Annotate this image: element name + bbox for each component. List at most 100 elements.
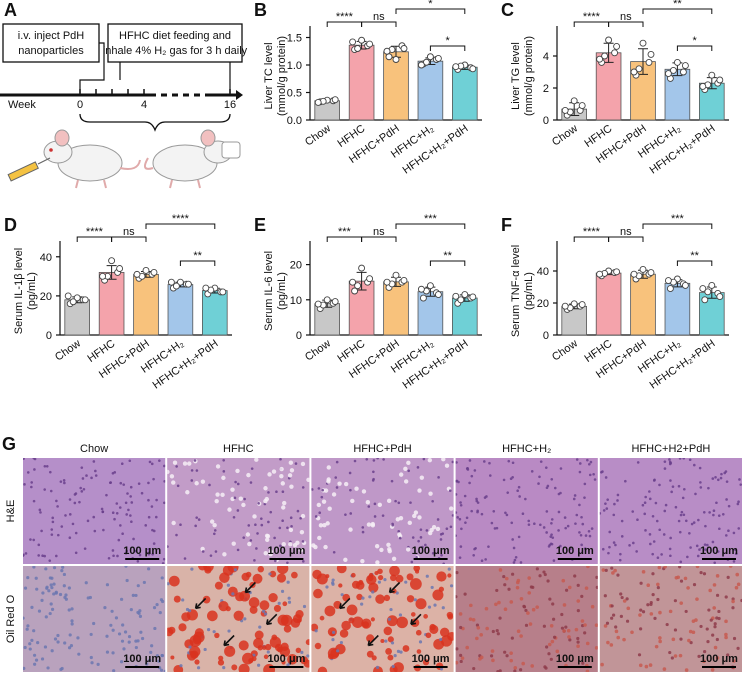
texture-dot: [112, 554, 115, 558]
bar: [383, 51, 409, 121]
texture-dot: [588, 473, 592, 477]
texture-dot: [245, 532, 251, 537]
texture-dot: [202, 595, 211, 604]
texture-dot: [602, 509, 606, 512]
significance-label: ***: [424, 213, 438, 225]
texture-dot: [190, 567, 194, 571]
texture-dot: [712, 583, 717, 587]
texture-dot: [226, 583, 230, 587]
texture-dot: [707, 608, 711, 612]
texture-dot: [587, 529, 591, 533]
texture-dot: [734, 585, 739, 590]
texture-dot: [159, 668, 164, 672]
texture-dot: [140, 491, 144, 495]
y-tick-label: 20: [40, 291, 52, 303]
texture-dot: [673, 599, 677, 603]
texture-dot: [233, 610, 244, 621]
data-point: [176, 278, 184, 286]
data-point: [647, 50, 655, 58]
texture-dot: [496, 670, 500, 672]
texture-dot: [257, 502, 260, 505]
texture-dot: [320, 495, 324, 499]
texture-dot: [36, 641, 40, 645]
texture-dot: [80, 466, 84, 469]
texture-dot: [488, 474, 492, 477]
texture-dot: [658, 528, 661, 532]
texture-dot: [739, 483, 742, 486]
texture-dot: [63, 641, 67, 645]
column-title: HFHC+H2+PdH: [631, 443, 710, 455]
texture-dot: [383, 577, 387, 582]
texture-dot: [708, 511, 711, 514]
texture-dot: [115, 502, 119, 505]
significance-bracket: [429, 45, 466, 51]
texture-dot: [447, 567, 451, 571]
texture-dot: [155, 603, 159, 607]
texture-dot: [289, 516, 293, 520]
texture-dot: [475, 623, 480, 627]
texture-dot: [367, 505, 371, 508]
texture-dot: [124, 566, 128, 568]
texture-dot: [253, 559, 256, 562]
data-point: [323, 296, 331, 304]
micrograph-bg: [23, 566, 166, 672]
texture-dot: [317, 487, 321, 490]
texture-dot: [360, 602, 364, 606]
texture-dot: [440, 553, 443, 557]
texture-dot: [425, 529, 429, 532]
texture-dot: [671, 637, 676, 642]
texture-dot: [427, 605, 432, 609]
texture-dot: [686, 586, 690, 590]
column-title: HFHC: [223, 443, 254, 455]
texture-dot: [263, 502, 267, 506]
texture-dot: [230, 487, 235, 492]
texture-dot: [50, 649, 54, 653]
texture-dot: [94, 474, 98, 477]
texture-dot: [574, 627, 579, 632]
texture-dot: [338, 583, 343, 588]
texture-dot: [39, 511, 42, 514]
significance-bracket: [145, 223, 216, 229]
texture-dot: [111, 651, 115, 655]
texture-dot: [649, 542, 652, 546]
texture-dot: [171, 480, 176, 485]
texture-dot: [375, 665, 380, 669]
data-point: [400, 276, 408, 284]
texture-dot: [71, 522, 75, 526]
texture-dot: [370, 617, 375, 622]
texture-dot: [203, 647, 207, 652]
texture-dot: [734, 548, 737, 551]
error-bar: [638, 48, 648, 75]
data-point: [469, 293, 477, 301]
box-text: nanoparticles: [18, 45, 84, 57]
texture-dot: [50, 528, 54, 531]
texture-dot: [716, 550, 720, 553]
data-point: [645, 58, 653, 66]
micrograph: 100 μm: [23, 566, 166, 672]
texture-dot: [684, 609, 688, 614]
data-point: [383, 278, 391, 286]
texture-dot: [509, 658, 513, 663]
texture-dot: [419, 528, 423, 531]
texture-dot: [111, 628, 115, 632]
texture-dot: [373, 502, 377, 506]
texture-dot: [150, 462, 154, 466]
texture-dot: [287, 473, 293, 478]
texture-dot: [616, 493, 620, 497]
significance-label: ns: [373, 226, 385, 238]
texture-dot: [686, 555, 689, 559]
texture-dot: [299, 516, 302, 520]
texture-dot: [616, 635, 621, 640]
texture-dot: [193, 459, 197, 462]
texture-dot: [683, 576, 688, 581]
texture-dot: [305, 639, 310, 646]
texture-dot: [678, 530, 682, 534]
data-point: [184, 280, 192, 288]
data-point: [366, 275, 374, 283]
texture-dot: [507, 459, 511, 463]
panel-g: G Chow HFHC HFHC+PdH HFHC+H₂ HFHC+H2+PdH H&E O…: [2, 434, 742, 672]
texture-dot: [260, 523, 264, 527]
texture-dot: [48, 576, 52, 580]
texture-dot: [147, 552, 151, 556]
texture-dot: [167, 582, 170, 586]
